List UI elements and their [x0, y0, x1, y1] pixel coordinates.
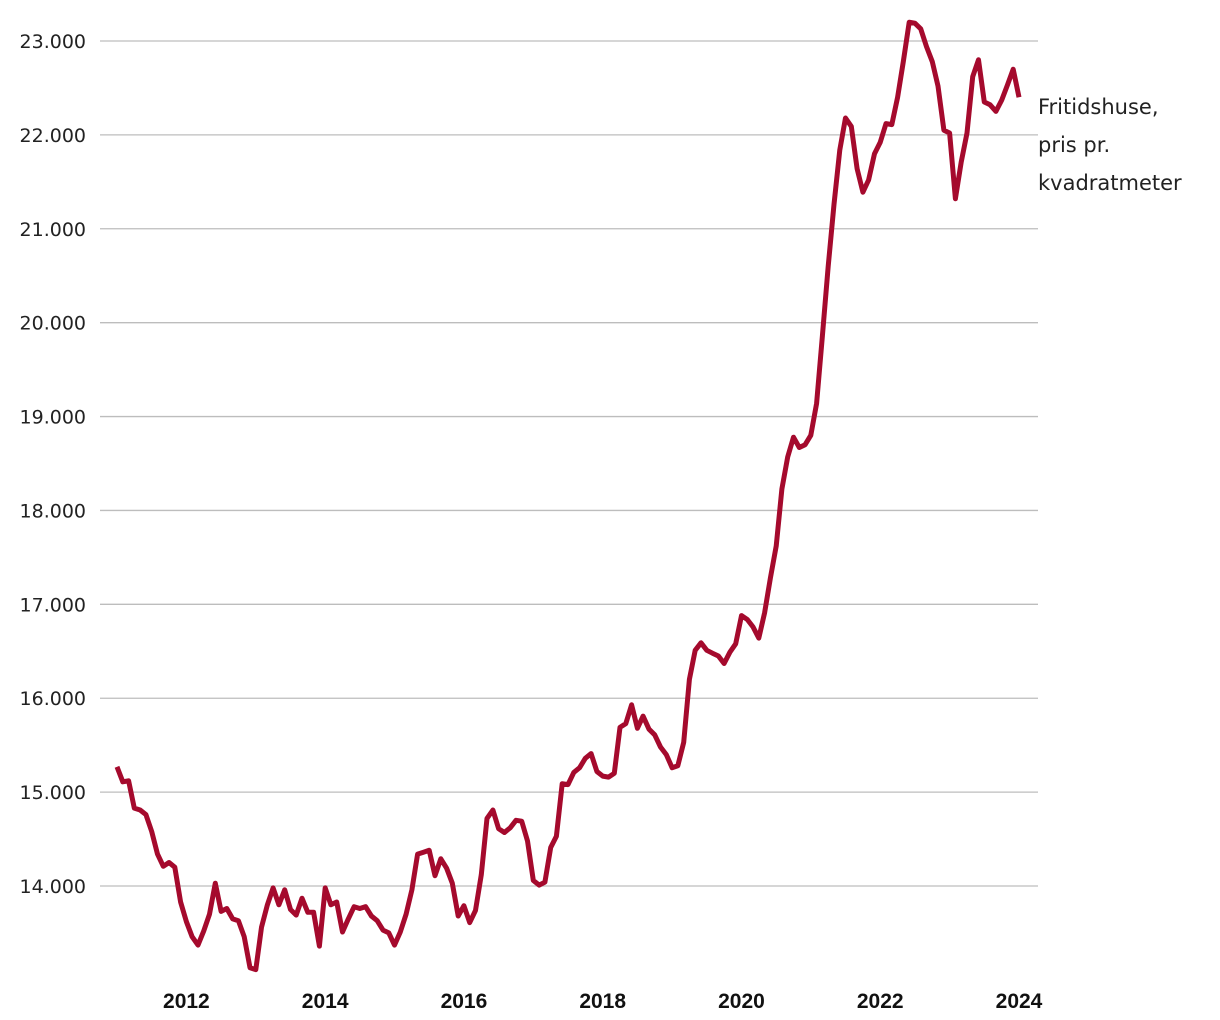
series-label: Fritidshuse, pris pr. kvadratmeter — [1038, 95, 1182, 195]
series-label-line-3: kvadratmeter — [1038, 171, 1182, 195]
y-tick-label-20000: 20.000 — [20, 313, 86, 335]
x-tick-label-2014: 2014 — [302, 990, 349, 1013]
x-tick-label-2016: 2016 — [441, 990, 488, 1013]
y-axis-ticks: 14.000 15.000 16.000 17.000 18.000 19.000 20.0… — [20, 31, 86, 898]
x-tick-label-2024: 2024 — [996, 990, 1043, 1013]
y-tick-label-22000: 22.000 — [20, 125, 86, 147]
x-tick-label-2020: 2020 — [718, 990, 765, 1013]
series-line-0 — [114, 19, 1022, 973]
y-tick-label-21000: 21.000 — [20, 219, 86, 241]
x-axis-ticks: 2012 2014 2016 2018 2020 2022 2024 — [163, 990, 1043, 1013]
gridlines — [100, 40, 1038, 887]
y-tick-label-17000: 17.000 — [20, 594, 86, 616]
y-tick-label-23000: 23.000 — [20, 31, 86, 53]
y-tick-label-19000: 19.000 — [20, 407, 86, 429]
y-tick-label-18000: 18.000 — [20, 500, 86, 522]
y-tick-label-16000: 16.000 — [20, 688, 86, 710]
series-label-line-2: pris pr. — [1038, 133, 1110, 157]
y-tick-label-15000: 15.000 — [20, 782, 86, 804]
x-tick-label-2018: 2018 — [579, 990, 626, 1013]
x-tick-label-2022: 2022 — [857, 990, 904, 1013]
series-label-line-1: Fritidshuse, — [1038, 95, 1159, 119]
x-tick-label-2012: 2012 — [163, 990, 210, 1013]
series-layer — [114, 19, 1022, 973]
y-tick-label-14000: 14.000 — [20, 876, 86, 898]
